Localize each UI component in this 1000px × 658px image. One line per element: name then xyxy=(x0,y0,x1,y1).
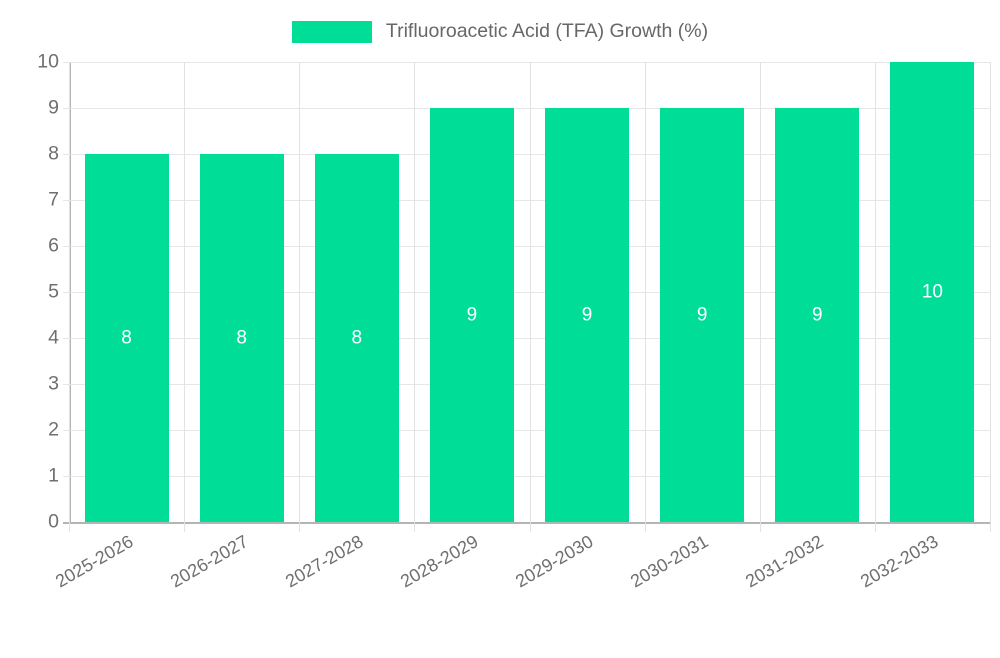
bar[interactable]: 8 xyxy=(314,154,399,522)
gridline-y-0 xyxy=(63,522,990,524)
gridline-y-7 xyxy=(63,200,990,201)
gridline-y-2 xyxy=(63,430,990,431)
gridline-x-1 xyxy=(184,62,185,532)
bar-value-label: 8 xyxy=(121,327,132,349)
bar[interactable]: 9 xyxy=(775,108,860,522)
y-tick-label-3: 3 xyxy=(48,372,59,395)
y-tick-label-0: 0 xyxy=(48,510,59,533)
gridline-y-4 xyxy=(63,338,990,339)
bar-value-label: 8 xyxy=(236,327,247,349)
gridline-y-8 xyxy=(63,154,990,155)
x-tick-label-2031-2032: 2031-2032 xyxy=(742,531,827,592)
bar[interactable]: 10 xyxy=(890,62,975,522)
gridline-y-3 xyxy=(63,384,990,385)
x-tick-label-2032-2033: 2032-2033 xyxy=(857,531,942,592)
y-tick-label-10: 10 xyxy=(37,50,59,73)
x-tick-label-2027-2028: 2027-2028 xyxy=(281,531,367,592)
bar[interactable]: 8 xyxy=(84,154,169,522)
bar[interactable]: 9 xyxy=(545,108,630,522)
chart-legend: Trifluoroacetic Acid (TFA) Growth (%) xyxy=(0,14,1000,50)
gridline-y-6 xyxy=(63,246,990,247)
bar-value-label: 9 xyxy=(696,304,708,326)
y-tick-label-9: 9 xyxy=(48,96,59,119)
gridline-x-4 xyxy=(530,62,531,532)
gridline-y-1 xyxy=(63,476,990,477)
bar-value-label: 9 xyxy=(466,304,478,326)
gridline-y-10 xyxy=(63,62,990,63)
bar-value-label: 8 xyxy=(351,327,363,349)
legend-color-swatch xyxy=(291,21,372,43)
x-tick-label-2028-2029: 2028-2029 xyxy=(396,531,482,592)
x-tick-label-2030-2031: 2030-2031 xyxy=(627,531,712,592)
bar-value-label: 9 xyxy=(581,304,593,326)
gridline-x-7 xyxy=(875,62,876,532)
gridline-y-9 xyxy=(63,108,990,109)
legend-label: Trifluoroacetic Acid (TFA) Growth (%) xyxy=(385,20,709,43)
bar[interactable]: 8 xyxy=(199,154,284,522)
y-tick-label-6: 6 xyxy=(48,234,59,257)
y-tick-label-5: 5 xyxy=(48,280,59,303)
x-tick-label-2029-2030: 2029-2030 xyxy=(512,531,597,592)
y-tick-label-7: 7 xyxy=(48,188,59,211)
gridline-x-6 xyxy=(760,62,761,532)
bar-value-label: 10 xyxy=(921,281,943,303)
gridline-x-3 xyxy=(414,62,415,532)
y-tick-label-4: 4 xyxy=(48,326,59,349)
gridline-x-5 xyxy=(645,62,646,532)
bar-chart: Trifluoroacetic Acid (TFA) Growth (%) 0 1… xyxy=(0,14,1000,592)
bar-value-label: 9 xyxy=(812,304,823,326)
y-tick-label-2: 2 xyxy=(48,418,59,441)
gridline-y-5 xyxy=(63,292,990,293)
y-tick-label-8: 8 xyxy=(48,142,59,165)
plot-area: 0 1 2 3 4 5 6 7 8 9 10 8 8 8 9 9 9 9 10 xyxy=(37,52,991,532)
bar[interactable]: 9 xyxy=(660,108,745,522)
gridline-x-0 xyxy=(69,62,70,532)
x-tick-label-2026-2027: 2026-2027 xyxy=(166,531,252,592)
bar[interactable]: 9 xyxy=(429,108,514,522)
y-tick-label-1: 1 xyxy=(48,464,59,487)
gridline-x-8 xyxy=(990,62,991,532)
gridline-x-2 xyxy=(299,62,300,532)
